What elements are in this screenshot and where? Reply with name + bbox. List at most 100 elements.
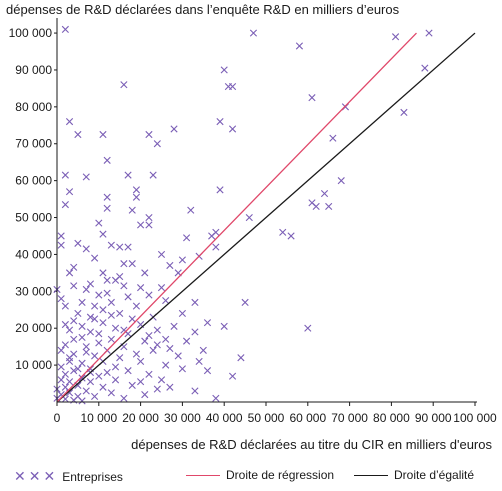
- data-point: [65, 188, 74, 196]
- data-point: [95, 219, 103, 227]
- data-point: [157, 250, 166, 259]
- data-point: [78, 359, 86, 367]
- data-point: [107, 389, 115, 397]
- data-point: [61, 25, 69, 33]
- data-point: [99, 130, 107, 139]
- data-point: [120, 326, 128, 334]
- data-point: [141, 391, 149, 399]
- equality-line-icon: [354, 474, 388, 476]
- data-point: [216, 118, 224, 126]
- data-point: [91, 302, 99, 310]
- data-point: [245, 213, 253, 222]
- data-point: [191, 298, 199, 306]
- x-tick-label: 10 000: [80, 411, 117, 425]
- legend-label-equality: Droite d’égalité: [394, 468, 475, 482]
- y-tick-label: 80 000: [15, 100, 52, 114]
- data-point: [216, 186, 224, 194]
- data-point: [57, 376, 65, 384]
- data-point: [61, 370, 69, 378]
- data-point: [157, 284, 166, 292]
- data-point: [174, 352, 182, 360]
- data-point: [57, 363, 65, 371]
- data-point: [391, 33, 400, 41]
- data-point: [99, 269, 107, 277]
- data-point: [74, 365, 82, 373]
- data-point: [137, 378, 145, 386]
- data-point: [312, 202, 320, 211]
- data-point: [86, 280, 95, 288]
- y-tick-label: 10 000: [15, 358, 52, 372]
- data-point: [128, 206, 136, 214]
- data-point: [220, 322, 228, 330]
- data-point: [304, 324, 312, 332]
- data-point: [78, 333, 86, 342]
- y-tick-label: 20 000: [15, 321, 52, 335]
- data-point: [166, 383, 174, 391]
- data-point: [162, 361, 170, 369]
- data-point: [337, 177, 345, 185]
- data-point: [170, 322, 178, 330]
- data-point: [116, 309, 124, 318]
- data-point: [57, 295, 65, 303]
- x-tick-label: 20 000: [122, 411, 159, 425]
- data-point: [203, 367, 212, 375]
- data-point: [237, 354, 245, 362]
- data-point: [78, 397, 86, 405]
- x-tick-label: 40 000: [206, 411, 243, 425]
- data-point: [116, 243, 124, 251]
- y-tick-label: 70 000: [15, 137, 52, 151]
- data-point: [228, 372, 237, 380]
- data-point: [65, 354, 74, 362]
- legend: ✕✕✕ Entreprises Droite de régression Dro…: [0, 468, 502, 488]
- data-point: [107, 335, 115, 343]
- data-point: [70, 263, 78, 271]
- data-point: [132, 186, 141, 194]
- data-point: [86, 328, 95, 336]
- data-point: [132, 302, 141, 310]
- data-point: [187, 206, 195, 214]
- data-point: [203, 319, 212, 327]
- data-point: [103, 289, 111, 297]
- data-point: [74, 130, 82, 139]
- series-lines: [56, 32, 476, 403]
- data-point: [103, 368, 111, 377]
- data-point: [86, 378, 95, 386]
- data-point: [95, 339, 103, 347]
- data-point: [320, 189, 329, 198]
- x-tick-label: 90 000: [415, 411, 452, 425]
- x-tick-label: 30 000: [164, 411, 201, 425]
- cross-marker-icon: ✕✕✕: [14, 468, 59, 484]
- data-point: [120, 260, 128, 268]
- data-point: [70, 367, 78, 375]
- data-point: [82, 387, 90, 395]
- data-point: [120, 394, 128, 402]
- data-point: [400, 108, 408, 116]
- data-point: [111, 324, 120, 332]
- data-point: [103, 204, 111, 212]
- data-point: [99, 319, 107, 327]
- data-point: [103, 276, 111, 284]
- data-point: [61, 302, 69, 310]
- data-point: [425, 29, 433, 37]
- data-point: [57, 241, 65, 249]
- data-point: [116, 354, 124, 362]
- data-point: [111, 376, 120, 384]
- data-points: [53, 25, 433, 405]
- x-tick-label: 0: [54, 411, 61, 425]
- data-point: [149, 171, 157, 179]
- data-point: [61, 320, 69, 329]
- data-point: [145, 213, 153, 222]
- data-point: [120, 282, 128, 290]
- y-tick-label: 90 000: [15, 63, 52, 77]
- data-point: [228, 125, 237, 133]
- data-point: [78, 374, 86, 382]
- data-point: [153, 140, 161, 148]
- equality-line: [56, 32, 476, 403]
- data-point: [178, 309, 186, 318]
- data-point: [191, 387, 199, 395]
- data-point: [91, 254, 99, 262]
- legend-label-entreprises: Entreprises: [62, 469, 123, 484]
- regression-line: [56, 32, 417, 403]
- data-point: [199, 346, 207, 354]
